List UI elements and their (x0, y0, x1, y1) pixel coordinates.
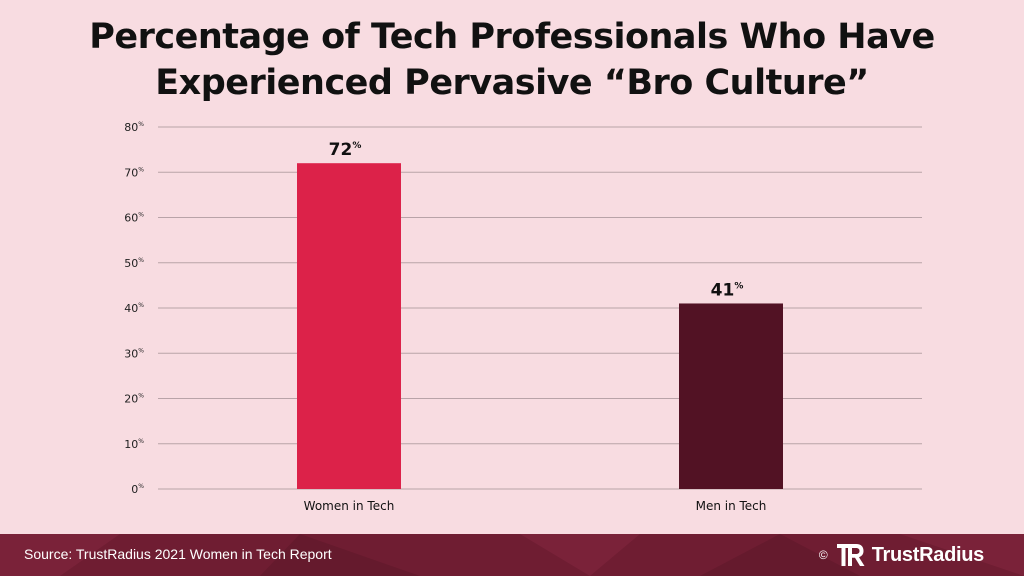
y-tick-unit: % (138, 438, 144, 445)
bar (297, 163, 401, 489)
data-label-unit: % (352, 141, 361, 151)
y-tick-unit: % (138, 212, 144, 219)
y-tick-label: 10% (124, 438, 144, 451)
data-label: 41% (711, 280, 744, 300)
y-tick-label: 70% (124, 166, 144, 179)
y-tick-unit: % (138, 302, 144, 309)
copyright-symbol: © (818, 548, 828, 562)
y-tick-label: 20% (124, 393, 144, 406)
y-tick-label: 0% (131, 483, 144, 496)
brand-logo: © TrustRadius (819, 542, 984, 568)
y-tick-unit: % (138, 257, 144, 264)
y-tick-unit: % (138, 166, 144, 173)
bar (679, 303, 783, 489)
y-tick-label: 50% (124, 257, 144, 270)
data-label: 72% (329, 140, 362, 160)
y-tick-label: 40% (124, 302, 144, 315)
y-tick-unit: % (138, 347, 144, 354)
footer-bar: Source: TrustRadius 2021 Women in Tech R… (0, 534, 1024, 576)
chart-title-line-1: Percentage of Tech Professionals Who Hav… (89, 17, 935, 57)
x-tick-label: Women in Tech (304, 499, 395, 513)
brand-name: TrustRadius (871, 543, 985, 566)
y-tick-unit: % (138, 483, 144, 490)
source-note: Source: TrustRadius 2021 Women in Tech R… (24, 546, 332, 562)
x-tick-label: Men in Tech (696, 499, 767, 513)
data-label-unit: % (734, 281, 743, 291)
footer-pattern (0, 534, 1024, 576)
trustradius-logo-icon (836, 544, 865, 566)
chart-title: Percentage of Tech Professionals Who Hav… (0, 14, 1024, 106)
y-tick-label: 30% (124, 347, 144, 360)
bar-chart: 0% 10% 20% 30% 40% 50% 60% 70% 80% 72% Women in Te… (124, 121, 922, 513)
y-tick-label: 80% (124, 121, 144, 134)
y-tick-label: 60% (124, 212, 144, 225)
y-tick-unit: % (138, 393, 144, 400)
y-tick-unit: % (138, 121, 144, 128)
chart-title-line-2: Experienced Pervasive “Bro Culture” (155, 63, 869, 103)
